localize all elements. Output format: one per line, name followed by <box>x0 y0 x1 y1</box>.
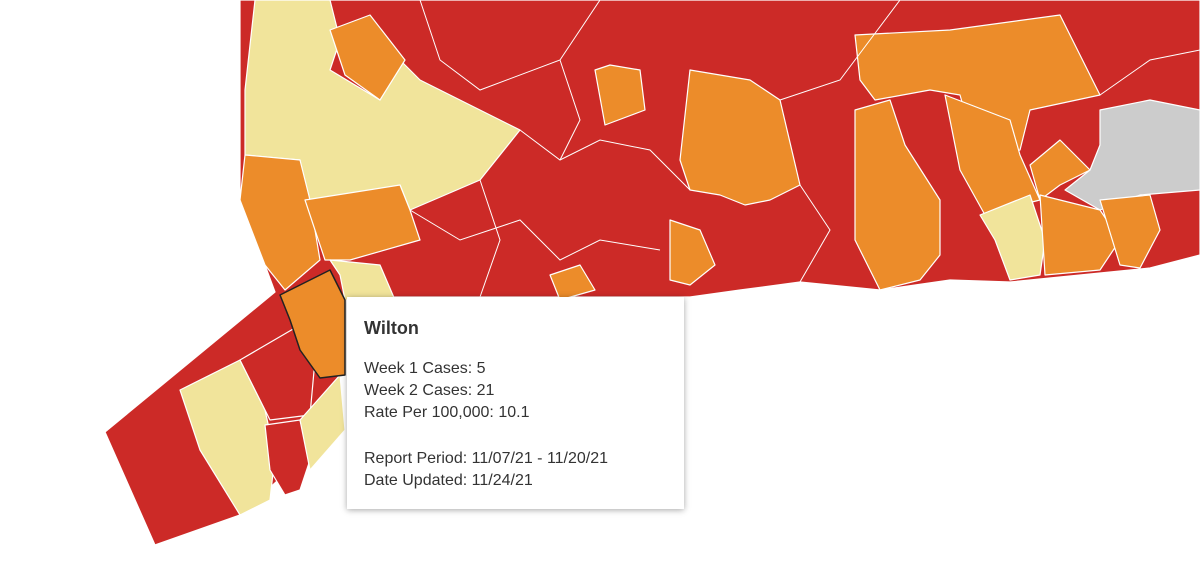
report: Report Period: 11/07/21 - 11/20/21 Date … <box>364 448 667 492</box>
stats: Week 1 Cases: 5 Week 2 Cases: 21 Rate Pe… <box>364 358 667 424</box>
label: Date Updated: <box>364 472 468 489</box>
label: Week 1 Cases: <box>364 360 473 377</box>
region <box>1029 139 1091 201</box>
value: 10.1 <box>498 404 530 421</box>
region <box>679 69 801 206</box>
tooltip-title: Wilton <box>364 318 419 338</box>
report-row: Date Updated: 11/24/21 <box>364 470 667 492</box>
region <box>549 264 596 301</box>
label: Rate Per 100,000: <box>364 404 494 421</box>
region <box>594 64 646 126</box>
region <box>299 374 346 471</box>
value: 21 <box>476 382 495 399</box>
label: Week 2 Cases: <box>364 382 473 399</box>
stat-row: Rate Per 100,000: 10.1 <box>364 402 667 424</box>
borders <box>409 0 1200 298</box>
region <box>1099 194 1161 269</box>
value: 11/07/21 - 11/20/21 <box>471 450 609 467</box>
label: Report Period: <box>364 450 468 467</box>
region-selected[interactable] <box>279 269 346 379</box>
region <box>669 219 716 286</box>
tooltip: Wilton Week 1 Cases: 5 Week 2 Cases: 21 … <box>347 297 684 509</box>
region <box>239 154 321 291</box>
stat-row: Week 1 Cases: 5 <box>364 358 667 380</box>
report-row: Report Period: 11/07/21 - 11/20/21 <box>364 448 667 470</box>
value: 11/24/21 <box>471 472 533 489</box>
region <box>304 184 421 261</box>
value: 5 <box>476 360 486 377</box>
region <box>979 194 1046 281</box>
region <box>329 14 406 101</box>
stat-row: Week 2 Cases: 21 <box>364 380 667 402</box>
region <box>1039 194 1121 276</box>
region <box>854 99 941 291</box>
region <box>239 324 316 421</box>
